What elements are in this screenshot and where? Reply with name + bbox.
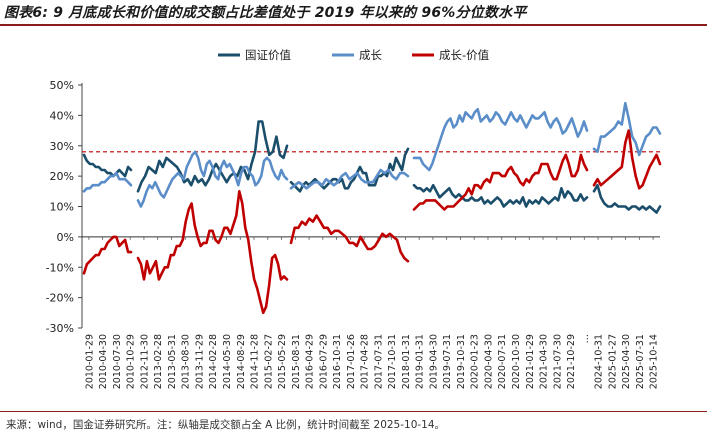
y-tick-label: -30%	[46, 322, 74, 335]
y-tick-label: 20%	[50, 170, 74, 183]
y-tick-label: -20%	[46, 292, 74, 305]
x-tick-label: 2012-11-30	[139, 334, 150, 389]
x-tick-label: 2016-04-29	[305, 334, 316, 389]
x-tick-label: 2021-10-29	[566, 334, 577, 389]
x-tick-label: 2013-02-28	[153, 334, 164, 389]
x-tick-label: 2016-10-31	[332, 334, 343, 389]
x-tick-label: 2014-11-28	[250, 334, 261, 389]
y-tick-label: -10%	[46, 261, 74, 274]
x-tick-label: 2010-07-30	[112, 334, 123, 389]
x-tick-label: 2024-10-31	[594, 334, 605, 389]
x-tick-label: 2019-10-31	[456, 334, 467, 389]
legend-label: 成长-价值	[439, 48, 490, 62]
x-tick-label: 2021-07-30	[552, 334, 563, 389]
x-tick-label: 2014-05-30	[222, 334, 233, 389]
x-tick-label: 2015-05-29	[277, 334, 288, 389]
footer-rule	[0, 411, 707, 412]
x-tick-label: 2017-07-31	[373, 334, 384, 389]
x-tick-label: 2025-04-30	[621, 334, 632, 389]
chart-title: 图表6: 9 月底成长和价值的成交额占比差值处于 2019 年以来的 96%分位…	[4, 5, 527, 21]
legend-label: 成长	[359, 48, 382, 62]
series-line-diff	[82, 235, 133, 275]
y-tick-label: 0%	[57, 231, 74, 244]
series-line-value	[289, 147, 410, 193]
x-tick-label: 2020-07-31	[497, 334, 508, 389]
x-tick-label: …	[580, 334, 591, 344]
source-note: 来源：wind，国金证券研究所。注：纵轴是成交额占全 A 比例，统计时间截至 2…	[6, 419, 446, 431]
x-tick-label: 2020-04-30	[483, 334, 494, 389]
series-line-value	[412, 183, 589, 208]
x-tick-label: 2025-07-31	[635, 334, 646, 389]
x-tick-label: 2014-02-28	[208, 334, 219, 389]
x-tick-label: 2013-08-30	[181, 334, 192, 389]
x-tick-label: 2010-04-30	[98, 334, 109, 389]
x-tick-label: 2013-05-31	[167, 334, 178, 389]
series-line-diff	[592, 129, 662, 190]
line-chart: -30%-20%-10%0%10%20%30%40%50%2010-01-29 2…	[46, 48, 662, 389]
series-line-growth	[592, 101, 662, 157]
series-line-value	[136, 120, 289, 193]
x-tick-label: 2015-08-31	[291, 334, 302, 389]
x-tick-label: 2017-04-28	[360, 334, 371, 389]
series-line-value	[82, 153, 133, 178]
x-tick-label: 2019-01-31	[415, 334, 426, 389]
x-tick-label: 2010-01-29	[84, 334, 95, 389]
x-tick-label: 2017-10-31	[387, 334, 398, 389]
series-line-diff	[412, 153, 589, 211]
x-tick-label: 2019-04-30	[428, 334, 439, 389]
x-tick-label: 2021-01-29	[525, 334, 536, 389]
y-tick-label: 50%	[50, 79, 74, 92]
x-tick-label: 2010-10-29	[126, 334, 137, 389]
series-line-diff	[136, 190, 289, 315]
x-tick-label: 2013-11-29	[194, 334, 205, 389]
y-tick-label: 30%	[50, 140, 74, 153]
series-line-value	[592, 183, 662, 214]
x-tick-label: 2025-10-14	[649, 334, 660, 389]
series-line-growth	[136, 150, 289, 208]
x-tick-label: 2021-04-30	[539, 334, 550, 389]
x-tick-label: 2020-10-30	[511, 334, 522, 389]
x-tick-label: 2025-01-27	[607, 334, 618, 389]
x-tick-label: 2016-07-29	[318, 334, 329, 389]
y-tick-label: 10%	[50, 201, 74, 214]
legend-label: 国证价值	[245, 48, 291, 62]
series-line-diff	[289, 214, 410, 263]
x-tick-label: 2018-01-31	[401, 334, 412, 389]
x-tick-label: 2019-07-31	[442, 334, 453, 389]
y-tick-label: 40%	[50, 109, 74, 122]
title-rule	[0, 24, 707, 26]
series-line-growth	[289, 168, 410, 190]
series-line-growth	[412, 108, 589, 172]
series-line-growth	[82, 171, 133, 193]
x-tick-label: 2017-01-26	[346, 334, 357, 389]
x-tick-label: 2014-08-29	[236, 334, 247, 389]
x-tick-label: 2015-02-27	[263, 334, 274, 389]
x-tick-label: 2020-01-23	[470, 334, 481, 389]
